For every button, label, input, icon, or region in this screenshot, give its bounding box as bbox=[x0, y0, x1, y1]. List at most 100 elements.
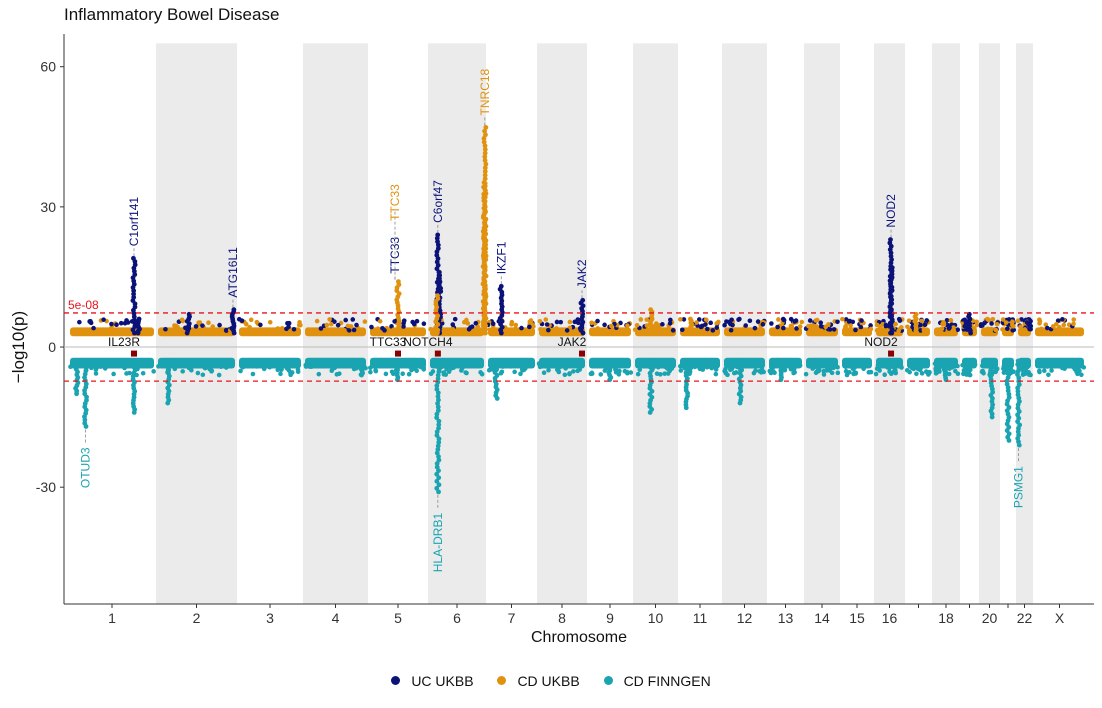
top-noise-point bbox=[377, 319, 383, 324]
top-noise-point bbox=[846, 319, 852, 324]
top-noise-point bbox=[1071, 317, 1077, 322]
top-noise-point bbox=[411, 328, 417, 333]
top-noise-point bbox=[1039, 326, 1044, 332]
bottom-noise-point bbox=[803, 371, 809, 377]
top-noise-point bbox=[328, 321, 334, 327]
peak-point bbox=[580, 297, 586, 303]
bottom-noise-1 bbox=[70, 357, 154, 369]
top-noise-point bbox=[644, 317, 650, 322]
bottom-noise-point bbox=[873, 371, 879, 377]
bottom-noise-point bbox=[223, 365, 229, 370]
top-noise-point bbox=[179, 317, 185, 323]
top-noise-point bbox=[567, 319, 573, 325]
top-noise-point bbox=[343, 317, 349, 323]
shared-locus-marker bbox=[395, 350, 401, 357]
bottom-noise-point bbox=[952, 363, 957, 368]
bottom-noise-point bbox=[187, 365, 193, 371]
bottom-noise-point bbox=[1060, 365, 1065, 371]
bottom-noise-point bbox=[448, 365, 454, 370]
top-noise-point bbox=[91, 325, 96, 331]
bottom-noise-point bbox=[934, 370, 940, 375]
top-noise-point bbox=[369, 324, 374, 330]
bottom-noise-point bbox=[321, 362, 326, 367]
bottom-noise-point bbox=[555, 365, 561, 370]
bottom-noise-point bbox=[498, 370, 504, 376]
bottom-noise-point bbox=[1002, 365, 1008, 370]
bottom-noise-point bbox=[278, 371, 283, 377]
bottom-noise-point bbox=[1046, 372, 1051, 378]
bottom-noise-point bbox=[692, 364, 698, 370]
top-noise-point bbox=[752, 325, 758, 331]
bottom-noise-point bbox=[835, 370, 841, 376]
legend-item-cd-ukbb: CD UKBB bbox=[497, 673, 580, 689]
gene-label-jak2: JAK2 bbox=[575, 259, 589, 288]
peak-point bbox=[647, 410, 653, 415]
peak-point bbox=[482, 181, 488, 186]
top-noise-point bbox=[794, 326, 799, 331]
x-axis-label: Chromosome bbox=[531, 629, 627, 646]
bottom-noise-point bbox=[414, 368, 419, 374]
top-noise-point bbox=[1010, 322, 1015, 328]
top-noise-point bbox=[807, 318, 813, 323]
peak-point bbox=[435, 372, 441, 378]
bottom-noise-3 bbox=[239, 357, 301, 369]
top-noise-point bbox=[284, 326, 289, 332]
bottom-noise-point bbox=[126, 361, 132, 366]
top-noise-point bbox=[694, 320, 699, 325]
top-noise-point bbox=[554, 326, 559, 331]
top-noise-point bbox=[668, 317, 673, 323]
bottom-noise-point bbox=[598, 372, 604, 377]
bottom-noise-point bbox=[637, 367, 643, 373]
peak-point bbox=[436, 439, 442, 445]
legend-label-uc-ukbb: UC UKBB bbox=[411, 672, 474, 689]
top-noise-point bbox=[1044, 325, 1050, 331]
bottom-noise-point bbox=[562, 372, 568, 378]
x-tick-label-3: 3 bbox=[266, 610, 274, 626]
top-noise-point bbox=[1015, 318, 1021, 324]
peak-point bbox=[481, 195, 487, 201]
shared-locus-marker bbox=[888, 350, 895, 357]
bottom-noise-point bbox=[1048, 364, 1053, 369]
shared-locus-label-nod2: NOD2 bbox=[864, 335, 898, 349]
peak-point bbox=[435, 443, 441, 449]
top-noise-point bbox=[799, 319, 805, 325]
peak-point bbox=[136, 316, 142, 322]
bottom-noise-point bbox=[316, 371, 322, 377]
peak-point bbox=[483, 188, 488, 194]
top-noise-point bbox=[918, 322, 923, 328]
peak-point bbox=[435, 394, 441, 399]
bottom-noise-point bbox=[980, 369, 986, 374]
bottom-noise-point bbox=[368, 369, 373, 375]
bottom-noise-point bbox=[444, 366, 449, 372]
peak-point bbox=[1016, 442, 1022, 448]
peak-point bbox=[481, 191, 487, 197]
top-noise-point bbox=[814, 324, 820, 329]
peak-point bbox=[435, 246, 441, 251]
bottom-noise-point bbox=[1077, 368, 1082, 374]
bottom-noise-point bbox=[250, 371, 256, 377]
top-noise-point bbox=[788, 323, 794, 329]
bottom-noise-point bbox=[303, 364, 309, 369]
bottom-noise-point bbox=[709, 364, 715, 370]
bottom-noise-point bbox=[815, 364, 821, 370]
top-noise-point bbox=[1055, 318, 1061, 323]
top-noise-point bbox=[948, 318, 954, 323]
top-noise-point bbox=[989, 321, 994, 326]
bottom-noise-point bbox=[919, 371, 925, 376]
top-noise-point bbox=[382, 328, 387, 333]
bottom-noise-point bbox=[899, 365, 904, 370]
bottom-noise-point bbox=[390, 371, 396, 377]
top-noise-point bbox=[1078, 328, 1083, 333]
shared-locus-marker bbox=[131, 350, 137, 357]
peak-point bbox=[436, 468, 441, 474]
top-noise-point bbox=[609, 323, 614, 329]
top-noise-point bbox=[994, 321, 1000, 327]
top-noise-point bbox=[464, 317, 469, 323]
top-noise-point bbox=[974, 319, 979, 325]
peak-point bbox=[434, 429, 440, 435]
bottom-noise-point bbox=[111, 371, 116, 377]
top-noise-point bbox=[88, 318, 93, 324]
top-noise-point bbox=[797, 324, 803, 329]
bottom-noise-point bbox=[337, 371, 342, 376]
peak-point bbox=[434, 471, 440, 477]
